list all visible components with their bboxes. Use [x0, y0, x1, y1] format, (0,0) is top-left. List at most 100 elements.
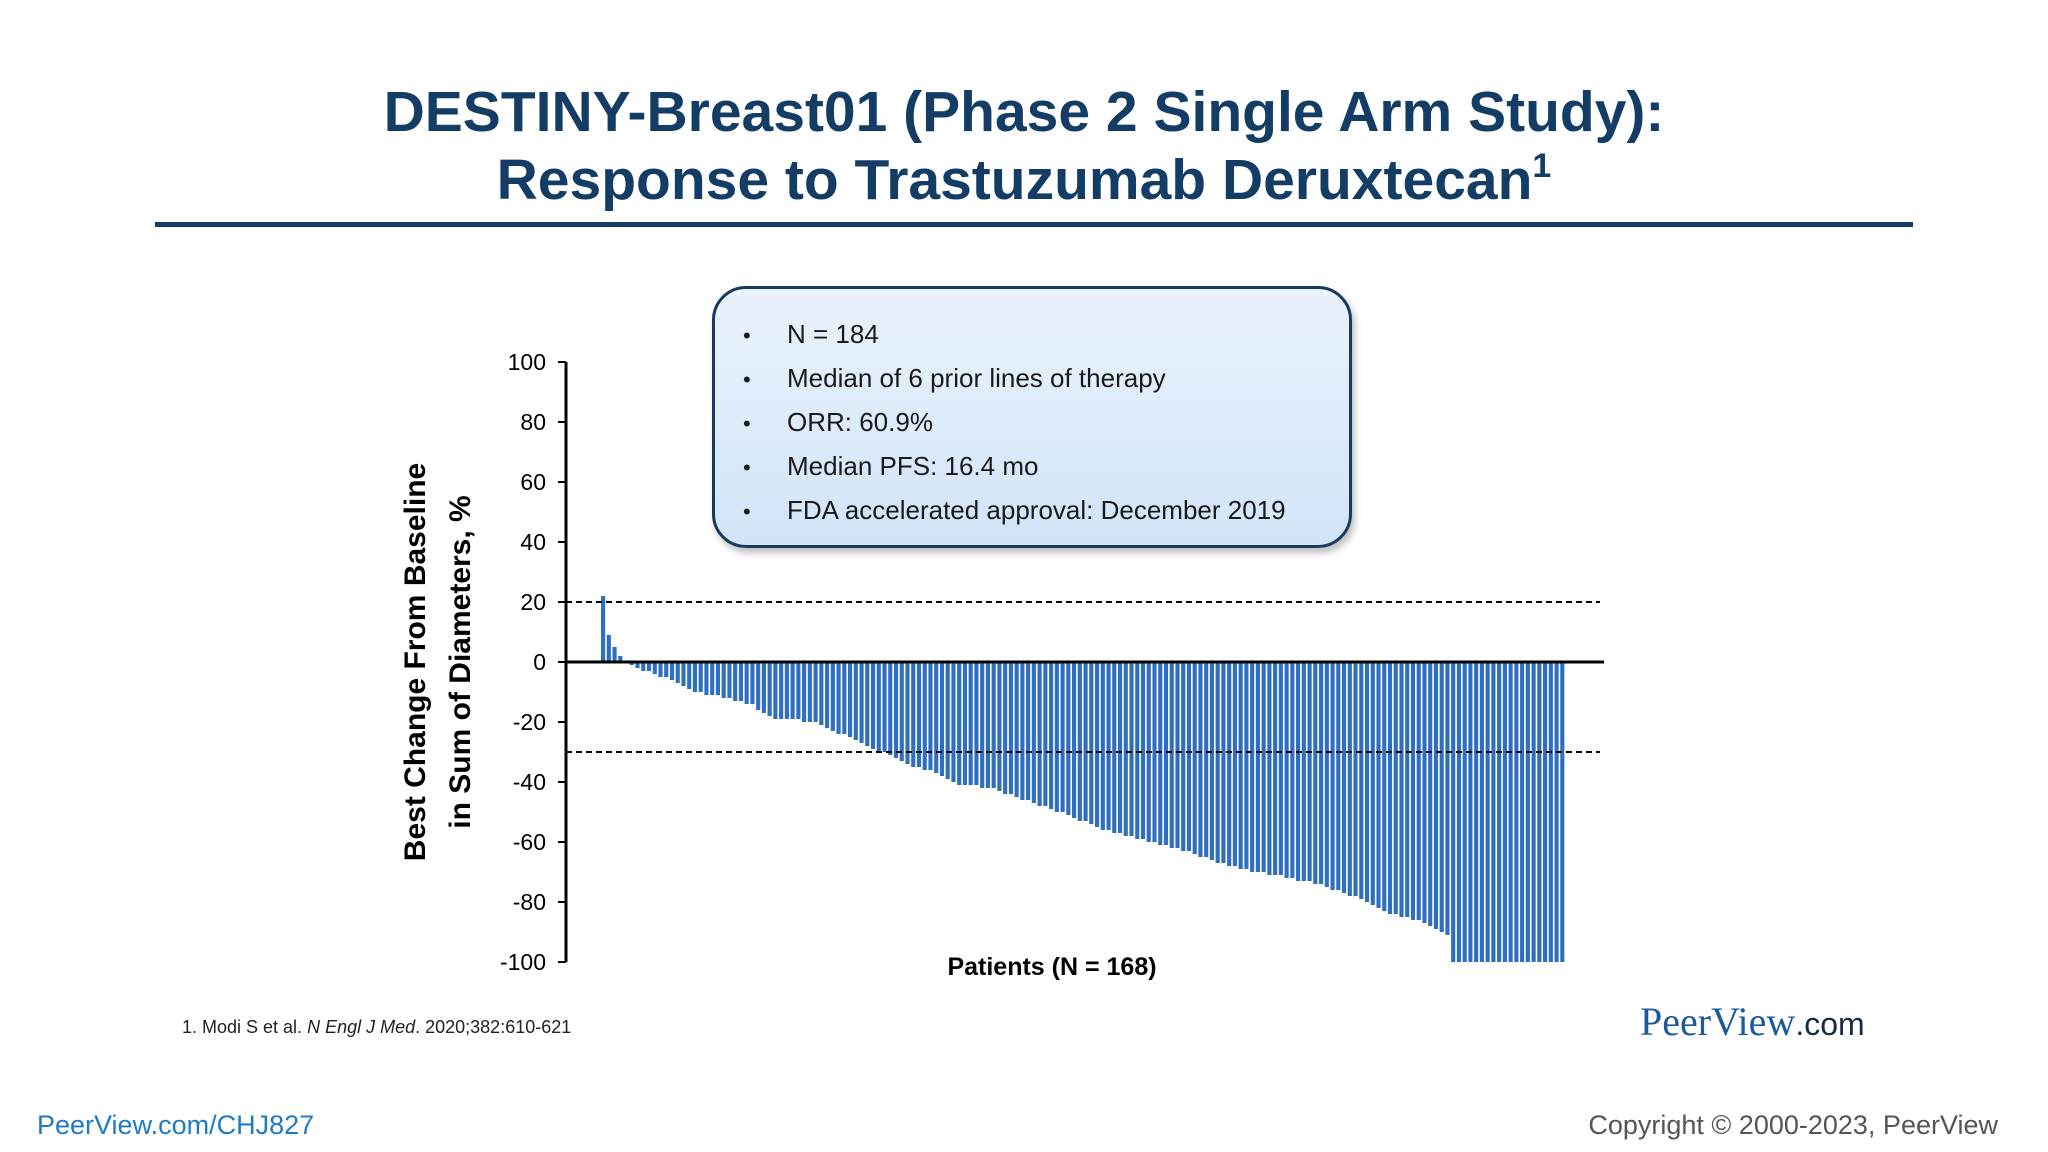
bar-patient-21 — [715, 662, 721, 695]
footer-link[interactable]: PeerView.com/CHJ827 — [37, 1110, 315, 1140]
brand-name: PeerView — [1640, 999, 1796, 1044]
bar-patient-28 — [756, 662, 761, 710]
bar-patient-93 — [1129, 662, 1134, 836]
bar-patient-16 — [687, 662, 692, 689]
y-tick-label: -20 — [513, 709, 546, 735]
bar-patient-89 — [1106, 662, 1111, 830]
bar-patient-88 — [1100, 662, 1105, 830]
summary-item: • Median PFS: 16.4 mo — [743, 445, 1329, 489]
y-tick-label: -100 — [500, 949, 546, 975]
bar-patient-120 — [1284, 662, 1289, 878]
bar-patient-157 — [1497, 662, 1502, 962]
bar-patient-149 — [1451, 662, 1456, 962]
bar-patient-142 — [1410, 662, 1416, 920]
title-divider — [155, 222, 1913, 227]
bar-patient-140 — [1399, 662, 1404, 917]
bar-patient-126 — [1319, 662, 1324, 884]
bar-patient-46 — [859, 662, 864, 743]
bar-patient-23 — [727, 662, 732, 698]
bar-patient-39 — [819, 662, 824, 725]
bar-patient-49 — [876, 662, 881, 752]
bar-patient-110 — [1227, 662, 1232, 866]
bar-patient-62 — [951, 662, 956, 782]
bar-patient-3 — [612, 647, 617, 662]
bar-patient-37 — [807, 662, 812, 722]
bar-patient-132 — [1353, 662, 1358, 896]
bar-patient-67 — [980, 662, 985, 788]
bar-patient-161 — [1520, 662, 1525, 962]
bar-patient-115 — [1255, 662, 1260, 872]
bar-patient-64 — [962, 662, 968, 785]
reference-footnote: 1. Modi S et al. N Engl J Med. 2020;382:… — [182, 1017, 571, 1038]
bar-patient-10 — [652, 662, 657, 674]
bullet-icon: • — [743, 411, 751, 436]
summary-item: • FDA accelerated approval: December 2019 — [743, 489, 1329, 533]
bar-patient-30 — [767, 662, 772, 716]
bar-patient-81 — [1060, 662, 1065, 812]
bar-patient-58 — [928, 662, 933, 770]
bar-patient-25 — [738, 662, 743, 701]
bar-patient-151 — [1462, 662, 1467, 962]
bar-patient-113 — [1244, 662, 1249, 869]
summary-item-text: Median PFS: 16.4 mo — [787, 451, 1039, 481]
bar-patient-143 — [1416, 662, 1421, 920]
y-tick-label: 0 — [533, 649, 546, 675]
title-line-1: DESTINY-Breast01 (Phase 2 Single Arm Stu… — [383, 80, 1665, 144]
study-summary-box: • N = 184 • Median of 6 prior lines of the… — [712, 286, 1352, 548]
bar-patient-121 — [1290, 662, 1295, 878]
bar-patient-111 — [1232, 662, 1237, 866]
bar-patient-35 — [796, 662, 801, 719]
bar-patient-34 — [790, 662, 795, 719]
bar-patient-116 — [1261, 662, 1266, 872]
y-tick-label: -40 — [513, 769, 546, 795]
bar-patient-160 — [1514, 662, 1519, 962]
bar-patient-158 — [1502, 662, 1507, 962]
bar-patient-119 — [1278, 662, 1283, 875]
bar-patient-145 — [1428, 662, 1433, 926]
y-tick-label: 80 — [520, 409, 546, 435]
copyright-text: Copyright © 2000-2023, PeerView — [1588, 1110, 1998, 1140]
bar-patient-85 — [1083, 662, 1088, 821]
title-superscript: 1 — [1532, 147, 1552, 185]
bar-patient-112 — [1238, 662, 1243, 869]
bar-patient-141 — [1405, 662, 1410, 917]
bar-patient-118 — [1273, 662, 1278, 875]
bar-patient-129 — [1336, 662, 1341, 890]
bar-patient-74 — [1020, 662, 1025, 800]
y-tick-label: -80 — [513, 889, 546, 915]
bar-patient-159 — [1508, 662, 1513, 962]
bar-patient-66 — [974, 662, 979, 785]
bar-patient-150 — [1456, 662, 1461, 962]
title-line-2-text: Response to Trastuzumab Deruxtecan — [496, 148, 1533, 212]
bar-patient-52 — [893, 662, 899, 758]
bar-patient-138 — [1387, 662, 1393, 914]
bar-patient-131 — [1347, 662, 1352, 896]
bar-patient-87 — [1094, 662, 1100, 827]
y-ticks: 100 80 60 40 20 0 -20 -40 -60 -80 -100 — [500, 349, 566, 975]
bar-patient-128 — [1330, 662, 1335, 890]
bar-patient-153 — [1474, 662, 1479, 962]
bar-patient-163 — [1531, 662, 1536, 962]
bar-patient-106 — [1204, 662, 1209, 857]
bar-patient-75 — [1026, 662, 1031, 800]
bar-patient-53 — [899, 662, 904, 761]
bar-patient-44 — [847, 662, 853, 737]
bar-patient-90 — [1112, 662, 1117, 833]
study-summary-list: • N = 184 • Median of 6 prior lines of the… — [743, 313, 1329, 533]
bar-patient-56 — [916, 662, 922, 767]
bar-patient-63 — [957, 662, 962, 785]
bar-patient-68 — [985, 662, 990, 788]
bar-patient-45 — [853, 662, 858, 740]
bar-patient-102 — [1181, 662, 1186, 851]
bar-patient-109 — [1221, 662, 1226, 863]
bar-patient-156 — [1491, 662, 1496, 962]
peerview-logo: PeerView.com — [1640, 998, 1865, 1045]
bar-patient-133 — [1359, 662, 1364, 899]
bar-patient-8 — [641, 662, 646, 671]
title-line-2: Response to Trastuzumab Deruxtecan1 — [0, 146, 2048, 214]
bar-patient-86 — [1089, 662, 1094, 824]
bar-patient-26 — [744, 662, 749, 704]
bar-patient-155 — [1485, 662, 1490, 962]
bar-patient-144 — [1422, 662, 1427, 923]
